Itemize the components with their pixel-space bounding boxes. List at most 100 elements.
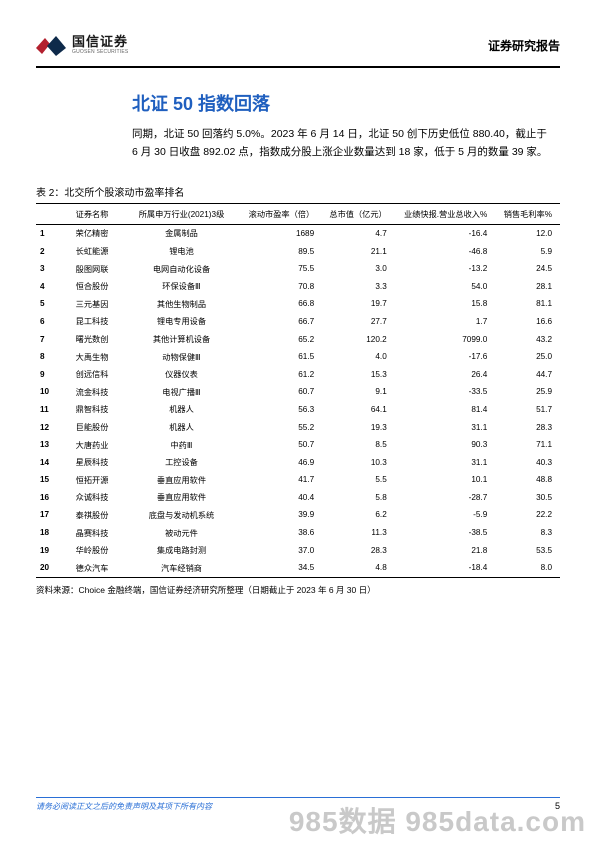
table-cell: 48.8 — [495, 471, 560, 489]
table-cell: 3.3 — [322, 277, 395, 295]
table-cell: 65.2 — [241, 330, 322, 348]
table-cell: -18.4 — [395, 559, 496, 577]
table-cell: 华岭股份 — [62, 541, 122, 559]
table-cell: 三元基因 — [62, 295, 122, 313]
ranking-table: 证券名称 所属申万行业(2021)3级 滚动市盈率（倍） 总市值（亿元） 业绩快… — [36, 203, 560, 578]
table-cell: 流金科技 — [62, 383, 122, 401]
table-cell: 3.0 — [322, 260, 395, 278]
table-row: 13大唐药业中药Ⅲ50.78.590.371.1 — [36, 436, 560, 454]
table-row: 1荣亿精密金属制品16894.7-16.412.0 — [36, 224, 560, 242]
header: 国信证券 GUOSEN SECURITIES 证券研究报告 — [36, 28, 560, 62]
table-cell: 14 — [36, 453, 62, 471]
table-cell: 6 — [36, 313, 62, 331]
table-cell: 4.0 — [322, 348, 395, 366]
table-cell: 61.2 — [241, 365, 322, 383]
col-marketcap: 总市值（亿元） — [322, 203, 395, 224]
table-cell: -28.7 — [395, 489, 496, 507]
header-rule — [36, 66, 560, 68]
col-rank — [36, 203, 62, 224]
table-cell: 12 — [36, 418, 62, 436]
table-cell: 18 — [36, 524, 62, 542]
table-row: 11鼎智科技机器人56.364.181.451.7 — [36, 401, 560, 419]
table-cell: 3 — [36, 260, 62, 278]
table-cell: 垂直应用软件 — [122, 471, 241, 489]
table-caption: 表 2：北交所个股滚动市盈率排名 — [36, 184, 560, 199]
table-cell: 15.8 — [395, 295, 496, 313]
table-row: 2长虹能源锂电池89.521.1-46.85.9 — [36, 242, 560, 260]
table-cell: 10 — [36, 383, 62, 401]
section-paragraph: 同期，北证 50 回落约 5.0%。2023 年 6 月 14 日，北证 50 … — [132, 126, 552, 162]
table-cell: 26.4 — [395, 365, 496, 383]
table-cell: 鼎智科技 — [62, 401, 122, 419]
table-cell: 53.5 — [495, 541, 560, 559]
table-cell: 5.8 — [322, 489, 395, 507]
table-cell: 底盘与发动机系统 — [122, 506, 241, 524]
table-cell: 4.7 — [322, 224, 395, 242]
table-cell: 德众汽车 — [62, 559, 122, 577]
table-row: 5三元基因其他生物制品66.819.715.881.1 — [36, 295, 560, 313]
table-cell: 24.5 — [495, 260, 560, 278]
table-cell: 11 — [36, 401, 62, 419]
table-cell: 巨能股份 — [62, 418, 122, 436]
table-cell: 机器人 — [122, 418, 241, 436]
table-cell: 81.1 — [495, 295, 560, 313]
table-cell: 31.1 — [395, 418, 496, 436]
table-cell: 75.5 — [241, 260, 322, 278]
section-title: 北证 50 指数回落 — [132, 90, 560, 116]
table-row: 8大禹生物动物保健Ⅲ61.54.0-17.625.0 — [36, 348, 560, 366]
footer-disclaimer: 请务必阅读正文之后的免责声明及其项下所有内容 — [36, 801, 212, 812]
table-cell: 31.1 — [395, 453, 496, 471]
table-cell: 6.2 — [322, 506, 395, 524]
table-cell: 70.8 — [241, 277, 322, 295]
table-cell: 81.4 — [395, 401, 496, 419]
footer: 请务必阅读正文之后的免责声明及其项下所有内容 5 — [36, 797, 560, 812]
table-cell: 27.7 — [322, 313, 395, 331]
table-cell: 28.3 — [495, 418, 560, 436]
table-cell: 8.0 — [495, 559, 560, 577]
table-cell: -46.8 — [395, 242, 496, 260]
table-cell: 锂电专用设备 — [122, 313, 241, 331]
table-cell: 恒合股份 — [62, 277, 122, 295]
table-cell: 28.3 — [322, 541, 395, 559]
table-cell: 1.7 — [395, 313, 496, 331]
table-cell: 41.7 — [241, 471, 322, 489]
logo: 国信证券 GUOSEN SECURITIES — [36, 34, 128, 56]
table-cell: 8.5 — [322, 436, 395, 454]
table-cell: 15 — [36, 471, 62, 489]
table-cell: 51.7 — [495, 401, 560, 419]
logo-text-en: GUOSEN SECURITIES — [72, 50, 128, 55]
table-cell: -16.4 — [395, 224, 496, 242]
table-cell: 50.7 — [241, 436, 322, 454]
table-cell: 被动元件 — [122, 524, 241, 542]
table-cell: 56.3 — [241, 401, 322, 419]
table-cell: 19.7 — [322, 295, 395, 313]
table-cell: -38.5 — [395, 524, 496, 542]
table-cell: 64.1 — [322, 401, 395, 419]
table-cell: 61.5 — [241, 348, 322, 366]
table-cell: 10.3 — [322, 453, 395, 471]
table-cell: 9.1 — [322, 383, 395, 401]
table-cell: 工控设备 — [122, 453, 241, 471]
table-cell: 5.9 — [495, 242, 560, 260]
table-cell: 46.9 — [241, 453, 322, 471]
col-name: 证券名称 — [62, 203, 122, 224]
table-cell: 40.4 — [241, 489, 322, 507]
table-cell: 殷图网联 — [62, 260, 122, 278]
logo-icon — [36, 34, 66, 56]
table-cell: 90.3 — [395, 436, 496, 454]
table-cell: 43.2 — [495, 330, 560, 348]
table-cell: 16.6 — [495, 313, 560, 331]
table-row: 10流金科技电视广播Ⅲ60.79.1-33.525.9 — [36, 383, 560, 401]
table-row: 16众诚科技垂直应用软件40.45.8-28.730.5 — [36, 489, 560, 507]
table-cell: 12.0 — [495, 224, 560, 242]
table-cell: -5.9 — [395, 506, 496, 524]
table-cell: 集成电路封测 — [122, 541, 241, 559]
col-grossmargin: 销售毛利率% — [495, 203, 560, 224]
table-cell: 66.8 — [241, 295, 322, 313]
table-cell: 垂直应用软件 — [122, 489, 241, 507]
table-cell: 1689 — [241, 224, 322, 242]
table-cell: 汽车经销商 — [122, 559, 241, 577]
table-source: 资料来源：Choice 金融终端，国信证券经济研究所整理（日期截止于 2023 … — [36, 584, 560, 596]
table-header-row: 证券名称 所属申万行业(2021)3级 滚动市盈率（倍） 总市值（亿元） 业绩快… — [36, 203, 560, 224]
table-cell: 21.8 — [395, 541, 496, 559]
